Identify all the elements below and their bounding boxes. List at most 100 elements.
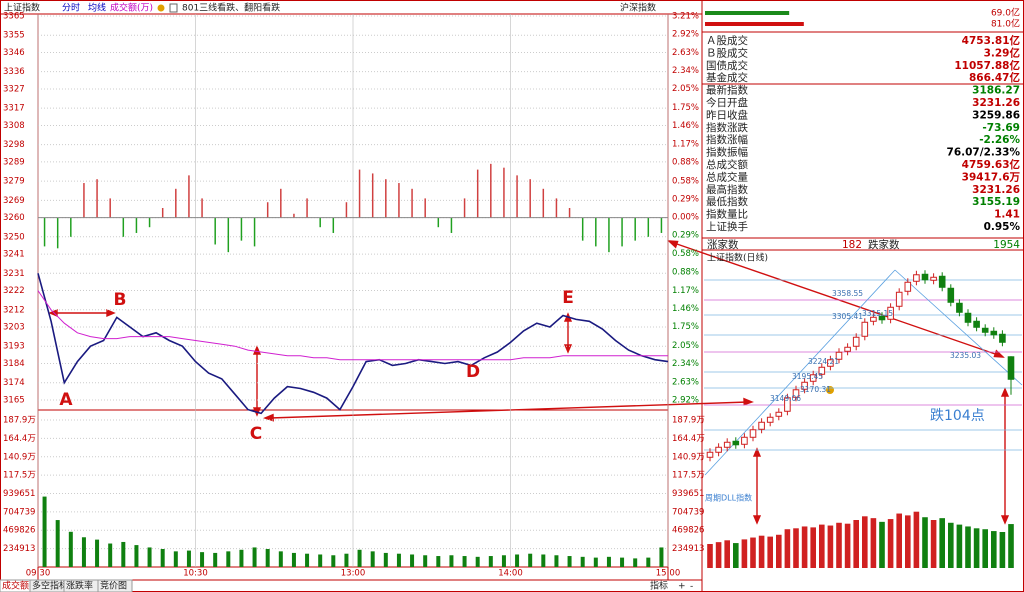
y-tick-label: 3231 bbox=[3, 269, 25, 279]
volume-tick-label: 187.9万 bbox=[3, 416, 36, 426]
y2-tick-label: 1.17% bbox=[672, 286, 699, 296]
volume-bar bbox=[462, 556, 467, 567]
y-tick-label: 3289 bbox=[3, 157, 25, 167]
tab-label[interactable]: 涨跌率 bbox=[66, 580, 93, 592]
quote-label: 最新指数 bbox=[706, 84, 748, 97]
daily-volume-bar bbox=[862, 516, 868, 568]
volume-bar bbox=[410, 554, 415, 567]
quote-label: 基金成交 bbox=[706, 71, 748, 84]
candle-body bbox=[801, 381, 808, 390]
annotation: B bbox=[114, 290, 127, 310]
y2-tick-label: 1.46% bbox=[672, 121, 699, 131]
volume-bar bbox=[331, 555, 336, 567]
flow-bar bbox=[705, 22, 804, 26]
tab[interactable] bbox=[97, 579, 133, 592]
tool[interactable]: + bbox=[678, 582, 686, 592]
daily-volume-bar bbox=[982, 529, 988, 568]
quote-label: Ｂ股成交 bbox=[706, 46, 748, 59]
volume-tick-label: 469826 bbox=[672, 526, 704, 536]
daily-volume-bar bbox=[973, 528, 980, 568]
quote-label: 指数量比 bbox=[706, 208, 748, 221]
candle-body bbox=[784, 397, 791, 412]
tool[interactable]: 指标 bbox=[650, 580, 668, 592]
quote-value: 11057.88亿 bbox=[954, 59, 1020, 72]
volume-bar bbox=[239, 549, 244, 567]
quote-label: 指数振幅 bbox=[706, 146, 748, 159]
annotation: D bbox=[466, 362, 480, 382]
daily-volume-bar bbox=[784, 529, 791, 568]
tab-label[interactable]: 多空指标 bbox=[32, 580, 68, 592]
candle-body bbox=[930, 276, 937, 281]
daily-volume-bar bbox=[733, 543, 739, 568]
volume-tick-label: 140.9万 bbox=[3, 452, 36, 462]
y-tick-label: 3212 bbox=[3, 305, 25, 315]
volume-bar bbox=[213, 552, 218, 567]
volume-bar bbox=[200, 552, 205, 567]
volume-bar bbox=[147, 547, 152, 567]
y-tick-label: 3193 bbox=[3, 342, 25, 352]
volume-bar bbox=[134, 545, 139, 567]
header-title: 上证指数 bbox=[4, 2, 40, 14]
annotation: A bbox=[59, 390, 73, 410]
candle-body bbox=[956, 302, 963, 313]
header-volume[interactable]: 成交额(万) bbox=[110, 2, 153, 14]
quote-value: 3259.86 bbox=[972, 109, 1020, 121]
volume-bar bbox=[278, 551, 283, 567]
y2-tick-label: 2.34% bbox=[672, 359, 699, 369]
daily-volume-bar bbox=[750, 537, 756, 568]
y2-tick-label: 2.34% bbox=[672, 66, 699, 76]
flow-label: 81.0亿 bbox=[991, 18, 1020, 30]
candle-body bbox=[749, 429, 757, 438]
y2-tick-label: 1.17% bbox=[672, 139, 699, 149]
daily-label: 3305.41 bbox=[832, 312, 863, 321]
tab-label[interactable]: 竞价图 bbox=[100, 580, 127, 592]
daily-volume-bar bbox=[853, 520, 859, 568]
header-mode[interactable]: 分时 bbox=[62, 2, 80, 14]
daily-volume-bar bbox=[913, 511, 920, 568]
quote-value: 3231.26 bbox=[972, 97, 1020, 109]
daily-volume-bar bbox=[776, 534, 782, 568]
tab-label[interactable]: 成交额 bbox=[2, 580, 29, 592]
y2-tick-label: 0.58% bbox=[672, 176, 699, 186]
candle-body bbox=[827, 359, 834, 367]
daily-volume-bar bbox=[758, 535, 765, 568]
y-tick-label: 3365 bbox=[3, 12, 25, 22]
daily-label: 3315.15 bbox=[862, 309, 893, 318]
y-tick-label: 3260 bbox=[3, 213, 25, 223]
header-market[interactable]: 沪深指数 bbox=[620, 2, 656, 14]
x-tick-label: 14:00 bbox=[498, 569, 523, 579]
volume-bar bbox=[515, 554, 520, 567]
quote-label: 上证换手 bbox=[706, 220, 748, 233]
volume-tick-label: 234913 bbox=[672, 544, 704, 554]
volume-bar bbox=[108, 543, 113, 567]
y-tick-label: 3241 bbox=[3, 250, 25, 260]
volume-tick-label: 164.4万 bbox=[3, 434, 36, 444]
y2-tick-label: 2.92% bbox=[672, 396, 699, 406]
candle-body bbox=[981, 327, 989, 333]
volume-bar bbox=[633, 558, 638, 567]
volume-tick-label: 187.9万 bbox=[672, 416, 705, 426]
candle-body bbox=[844, 346, 851, 352]
volume-bar bbox=[383, 552, 388, 567]
y2-tick-label: 3.21% bbox=[672, 12, 699, 22]
quote-label: 最低指数 bbox=[706, 195, 748, 208]
y2-tick-label: 2.63% bbox=[672, 48, 699, 58]
volume-bar bbox=[541, 554, 546, 567]
y-tick-label: 3269 bbox=[3, 196, 25, 206]
volume-bar bbox=[488, 556, 493, 567]
candle-body bbox=[732, 440, 740, 446]
volume-bar bbox=[252, 547, 257, 567]
candle-body bbox=[1007, 356, 1015, 380]
y-tick-label: 3327 bbox=[3, 84, 25, 94]
tool[interactable]: - bbox=[690, 582, 693, 592]
daily-volume-bar bbox=[930, 520, 937, 568]
daily-volume-bar bbox=[905, 515, 911, 568]
volume-bar bbox=[606, 556, 611, 567]
annotation-arrows bbox=[48, 240, 1010, 525]
candle-body bbox=[861, 321, 869, 337]
daily-volume-bar bbox=[939, 518, 945, 568]
quote-label: 国债成交 bbox=[706, 59, 748, 72]
y2-tick-label: 0.88% bbox=[672, 268, 699, 278]
header-avg[interactable]: 均线 bbox=[88, 2, 106, 14]
